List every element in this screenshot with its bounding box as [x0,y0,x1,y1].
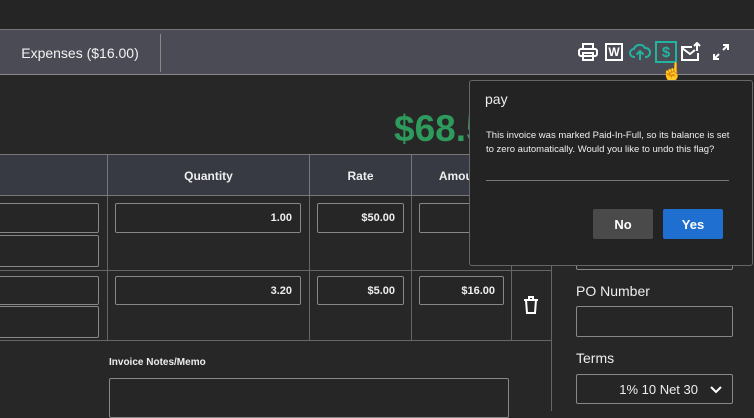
notes-textarea[interactable] [109,378,509,418]
description-input[interactable] [0,276,99,305]
yes-button[interactable]: Yes [663,209,723,239]
rate-input[interactable]: $50.00 [317,203,404,233]
email-send-icon[interactable] [680,41,702,63]
dialog-message: This invoice was marked Paid-In-Full, so… [486,130,730,155]
dollar-glyph: $ [661,43,671,61]
notes-label: Invoice Notes/Memo [109,357,206,368]
header-description [0,155,108,196]
expand-icon[interactable] [710,41,732,63]
word-icon-letter: W [605,43,623,61]
table-header: Quantity Rate Amount [0,154,551,196]
quantity-input[interactable]: 3.20 [115,276,301,305]
tab-expenses[interactable]: Expenses ($16.00) [0,34,161,72]
dialog-title: pay [485,91,508,107]
window-top-strip [0,0,754,30]
trash-icon[interactable] [523,295,539,320]
terms-value: 1% 10 Net 30 [619,381,698,397]
quantity-input[interactable]: 1.00 [115,203,301,233]
chevron-down-icon [710,382,722,397]
description-detail-input[interactable] [0,235,99,267]
word-icon[interactable]: W [603,41,625,63]
rate-input[interactable]: $5.00 [317,276,404,305]
cloud-upload-icon[interactable] [629,41,651,63]
header-rate: Rate [310,155,412,196]
description-detail-input[interactable] [0,306,99,338]
confirm-dialog: pay This invoice was marked Paid-In-Full… [469,80,753,266]
description-input[interactable] [0,203,99,233]
tab-bar: Expenses ($16.00) W $ [0,29,754,75]
terms-label: Terms [576,350,615,366]
terms-select[interactable]: 1% 10 Net 30 [576,374,733,404]
header-quantity: Quantity [108,155,310,196]
po-number-label: PO Number [576,283,650,299]
dollar-icon[interactable]: $ [655,41,677,63]
printer-icon[interactable] [577,41,599,63]
hand-cursor-icon: ☝ [661,62,684,82]
po-number-input[interactable] [576,306,733,337]
no-button[interactable]: No [593,209,653,239]
amount-input[interactable]: $16.00 [419,276,504,305]
